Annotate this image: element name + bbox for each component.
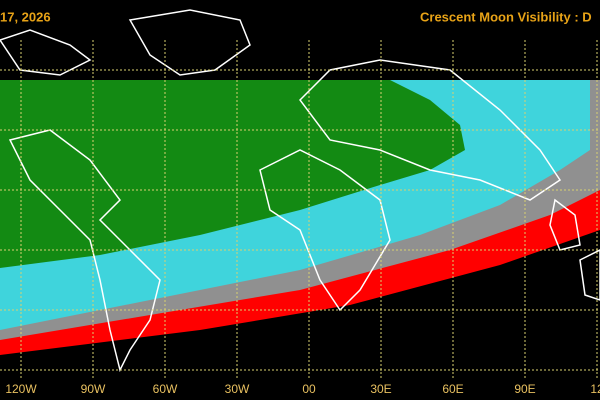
zone-green [0,80,465,268]
coastline [549,198,600,301]
coastline [259,59,562,312]
longitude-label: 30W [225,382,250,396]
date-label: 17, 2026 [0,9,51,24]
map-title: Crescent Moon Visibility : D [420,9,592,24]
longitude-label: 12 [590,382,600,396]
longitude-label: 90E [514,382,535,396]
longitude-label: 30E [370,382,391,396]
longitude-label: 120W [5,382,37,396]
graticule [0,40,600,378]
longitude-label: 00 [302,382,316,396]
longitude-label: 60E [442,382,463,396]
coastline [8,129,161,373]
longitude-label: 60W [153,382,178,396]
longitude-label: 90W [81,382,106,396]
